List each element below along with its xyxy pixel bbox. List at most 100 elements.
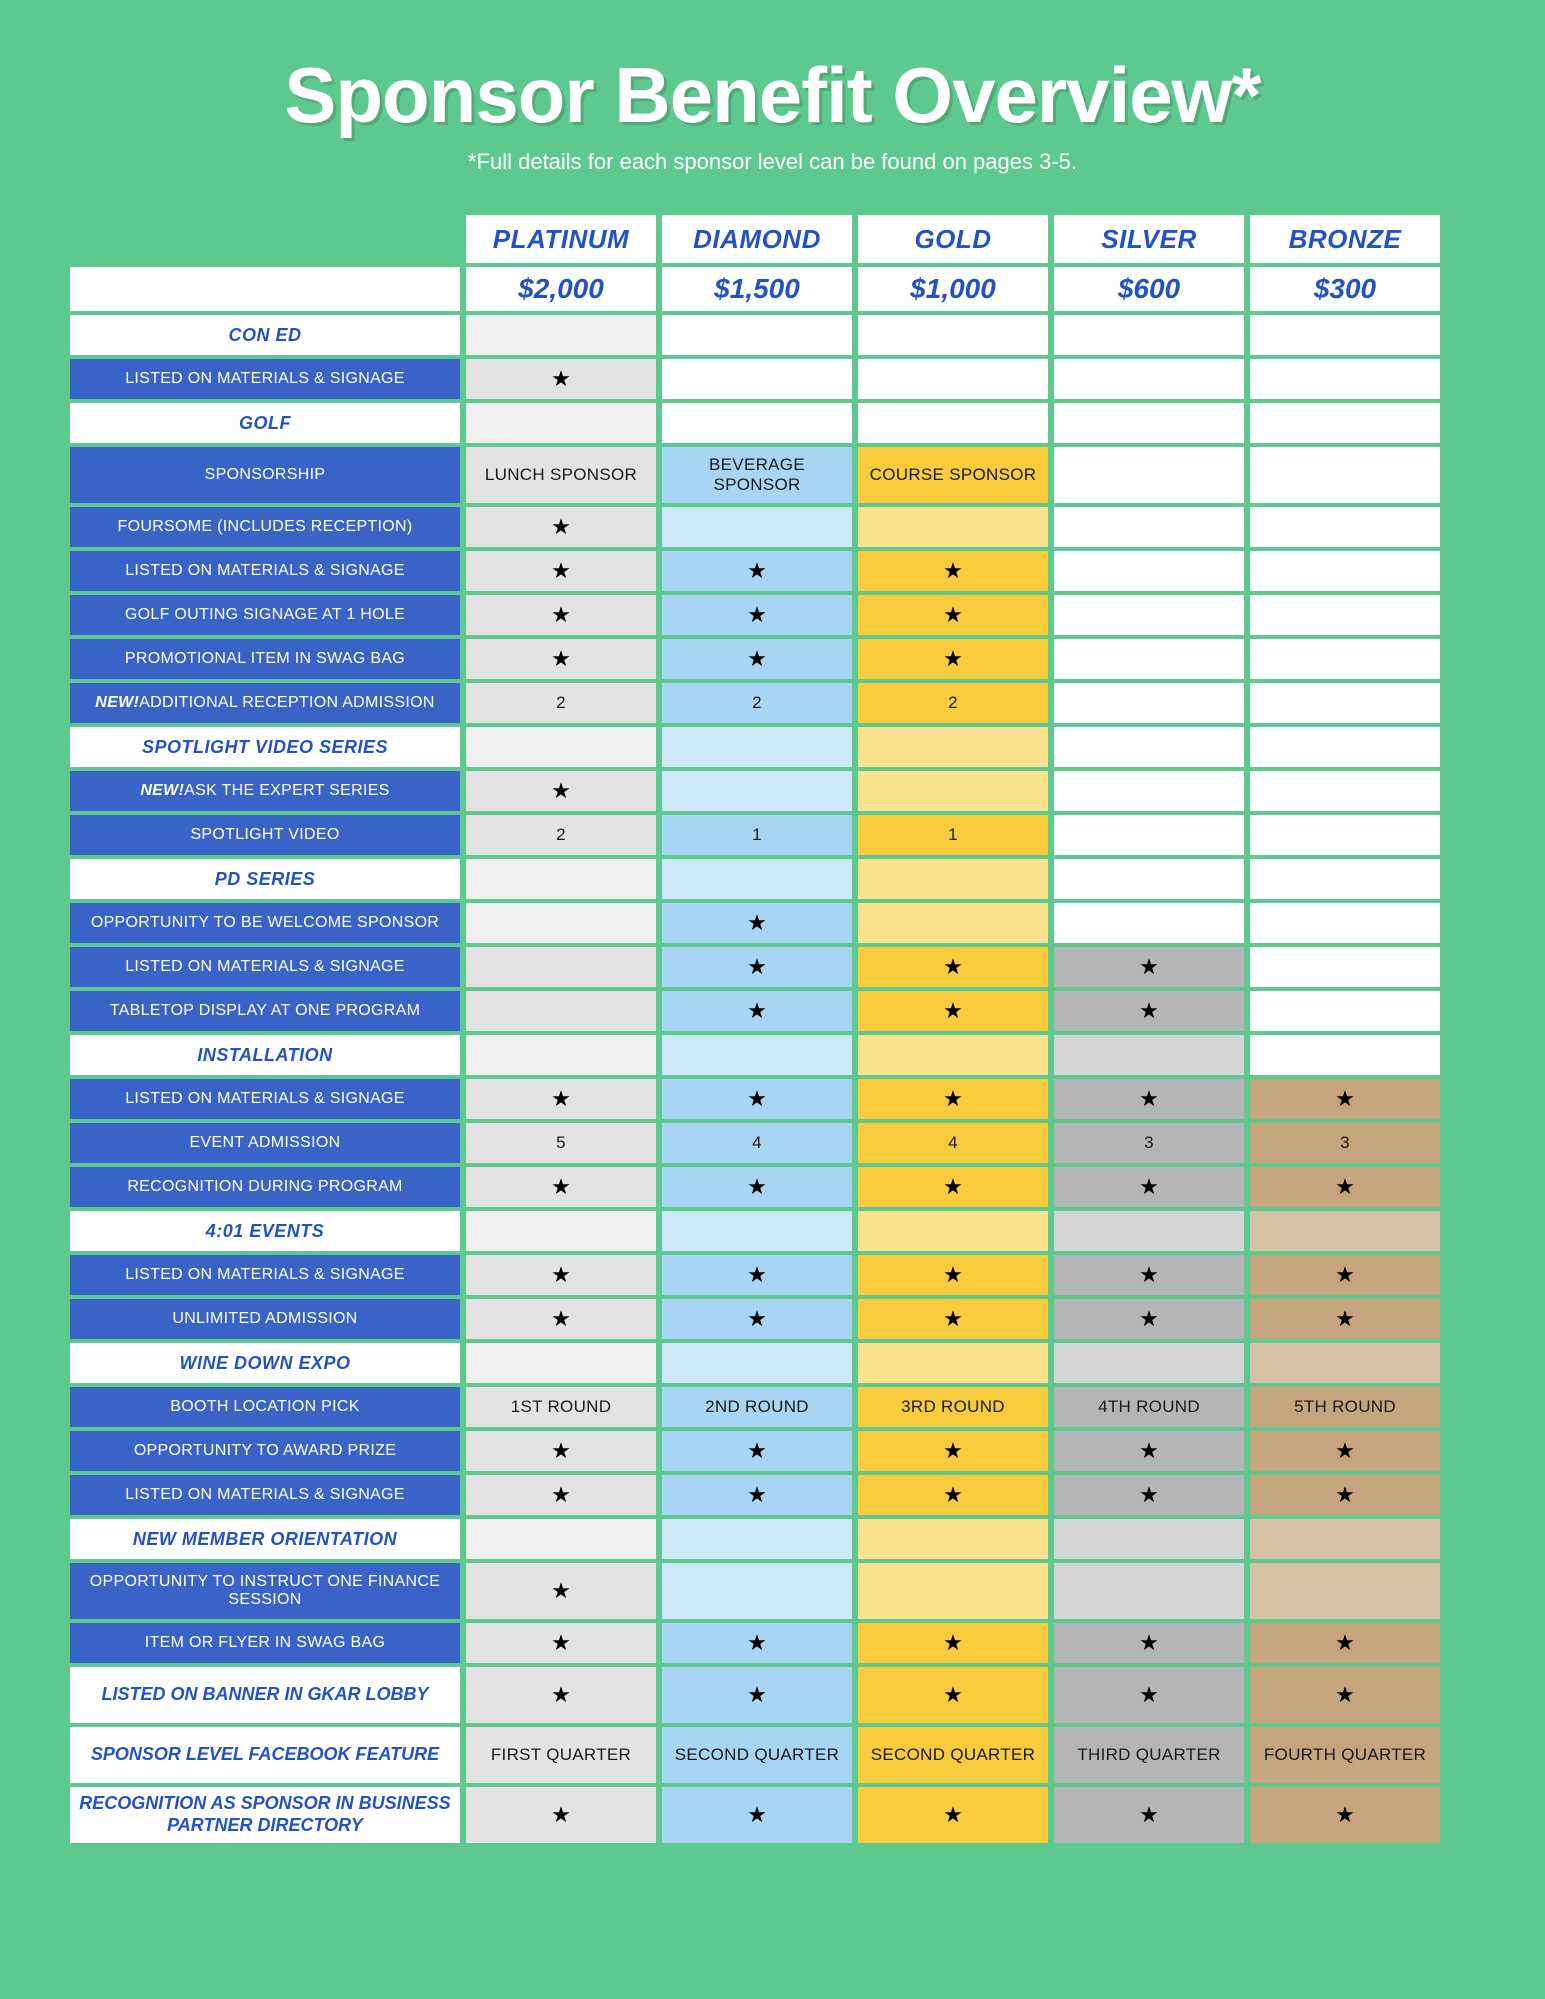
cell-diamond bbox=[662, 947, 852, 987]
star-icon bbox=[747, 1802, 767, 1828]
cell-gold bbox=[858, 1211, 1048, 1251]
cell-bronze bbox=[1250, 1519, 1440, 1559]
cell-diamond bbox=[662, 1667, 852, 1723]
cell-platinum bbox=[466, 1787, 656, 1843]
cell-silver bbox=[1054, 859, 1244, 899]
cell-silver bbox=[1054, 1563, 1244, 1619]
cell-bronze bbox=[1250, 639, 1440, 679]
star-icon bbox=[747, 1174, 767, 1200]
star-icon bbox=[747, 1482, 767, 1508]
cell-diamond: 4 bbox=[662, 1123, 852, 1163]
cell-bronze bbox=[1250, 1667, 1440, 1723]
cell-diamond bbox=[662, 551, 852, 591]
star-icon bbox=[551, 1802, 571, 1828]
cell-silver: 4TH ROUND bbox=[1054, 1387, 1244, 1427]
cell-silver bbox=[1054, 815, 1244, 855]
tier-header-bronze: BRONZE bbox=[1250, 215, 1440, 263]
star-icon bbox=[1335, 1262, 1355, 1288]
cell-platinum bbox=[466, 315, 656, 355]
star-icon bbox=[1335, 1174, 1355, 1200]
star-icon bbox=[551, 1174, 571, 1200]
cell-gold bbox=[858, 639, 1048, 679]
cell-bronze bbox=[1250, 859, 1440, 899]
cell-platinum bbox=[466, 1035, 656, 1075]
row-label: LISTED ON MATERIALS & SIGNAGE bbox=[70, 551, 460, 591]
cell-silver bbox=[1054, 991, 1244, 1031]
row-label: SPONSOR LEVEL FACEBOOK FEATURE bbox=[70, 1727, 460, 1783]
cell-gold: COURSE SPONSOR bbox=[858, 447, 1048, 503]
row-label: SPONSORSHIP bbox=[70, 447, 460, 503]
row-label: GOLF bbox=[70, 403, 460, 443]
cell-silver bbox=[1054, 1623, 1244, 1663]
cell-silver bbox=[1054, 1211, 1244, 1251]
cell-gold bbox=[858, 1787, 1048, 1843]
star-icon bbox=[1335, 1630, 1355, 1656]
star-icon bbox=[551, 646, 571, 672]
cell-diamond bbox=[662, 1431, 852, 1471]
cell-bronze bbox=[1250, 947, 1440, 987]
cell-diamond bbox=[662, 1035, 852, 1075]
cell-bronze bbox=[1250, 991, 1440, 1031]
star-icon bbox=[943, 646, 963, 672]
star-icon bbox=[943, 1802, 963, 1828]
tier-header-platinum: PLATINUM bbox=[466, 215, 656, 263]
star-icon bbox=[1139, 1174, 1159, 1200]
cell-platinum bbox=[466, 1563, 656, 1619]
cell-bronze bbox=[1250, 815, 1440, 855]
star-icon bbox=[1335, 1306, 1355, 1332]
row-label: OPPORTUNITY TO BE WELCOME SPONSOR bbox=[70, 903, 460, 943]
cell-bronze bbox=[1250, 1211, 1440, 1251]
cell-platinum bbox=[466, 991, 656, 1031]
cell-platinum bbox=[466, 551, 656, 591]
cell-bronze bbox=[1250, 403, 1440, 443]
cell-gold bbox=[858, 947, 1048, 987]
cell-diamond: 1 bbox=[662, 815, 852, 855]
cell-silver bbox=[1054, 315, 1244, 355]
cell-bronze bbox=[1250, 315, 1440, 355]
cell-silver bbox=[1054, 507, 1244, 547]
cell-diamond bbox=[662, 403, 852, 443]
cell-silver bbox=[1054, 1431, 1244, 1471]
cell-platinum bbox=[466, 359, 656, 399]
cell-gold: SECOND QUARTER bbox=[858, 1727, 1048, 1783]
star-icon bbox=[943, 1086, 963, 1112]
cell-diamond bbox=[662, 1563, 852, 1619]
cell-gold bbox=[858, 903, 1048, 943]
star-icon bbox=[747, 558, 767, 584]
cell-gold bbox=[858, 1035, 1048, 1075]
row-label: PD SERIES bbox=[70, 859, 460, 899]
cell-diamond bbox=[662, 727, 852, 767]
star-icon bbox=[943, 1306, 963, 1332]
cell-silver bbox=[1054, 1255, 1244, 1295]
cell-platinum bbox=[466, 1211, 656, 1251]
cell-silver bbox=[1054, 1167, 1244, 1207]
price-spacer bbox=[70, 267, 460, 311]
row-label: NEW! ASK THE EXPERT SERIES bbox=[70, 771, 460, 811]
cell-silver bbox=[1054, 683, 1244, 723]
tier-header-silver: SILVER bbox=[1054, 215, 1244, 263]
cell-platinum bbox=[466, 1167, 656, 1207]
cell-platinum: 5 bbox=[466, 1123, 656, 1163]
star-icon bbox=[943, 954, 963, 980]
row-label: 4:01 EVENTS bbox=[70, 1211, 460, 1251]
cell-bronze: 3 bbox=[1250, 1123, 1440, 1163]
star-icon bbox=[1139, 1086, 1159, 1112]
star-icon bbox=[747, 954, 767, 980]
row-label: SPOTLIGHT VIDEO SERIES bbox=[70, 727, 460, 767]
cell-diamond bbox=[662, 991, 852, 1031]
row-label: PROMOTIONAL ITEM IN SWAG BAG bbox=[70, 639, 460, 679]
cell-bronze bbox=[1250, 903, 1440, 943]
cell-gold bbox=[858, 727, 1048, 767]
star-icon bbox=[747, 1086, 767, 1112]
star-icon bbox=[943, 1262, 963, 1288]
cell-silver bbox=[1054, 1035, 1244, 1075]
row-label: OPPORTUNITY TO INSTRUCT ONE FINANCE SESS… bbox=[70, 1563, 460, 1619]
star-icon bbox=[747, 1306, 767, 1332]
cell-diamond: 2ND ROUND bbox=[662, 1387, 852, 1427]
cell-gold bbox=[858, 1623, 1048, 1663]
star-icon bbox=[551, 602, 571, 628]
cell-bronze bbox=[1250, 1299, 1440, 1339]
row-label: RECOGNITION DURING PROGRAM bbox=[70, 1167, 460, 1207]
star-icon bbox=[1139, 1262, 1159, 1288]
cell-gold bbox=[858, 859, 1048, 899]
